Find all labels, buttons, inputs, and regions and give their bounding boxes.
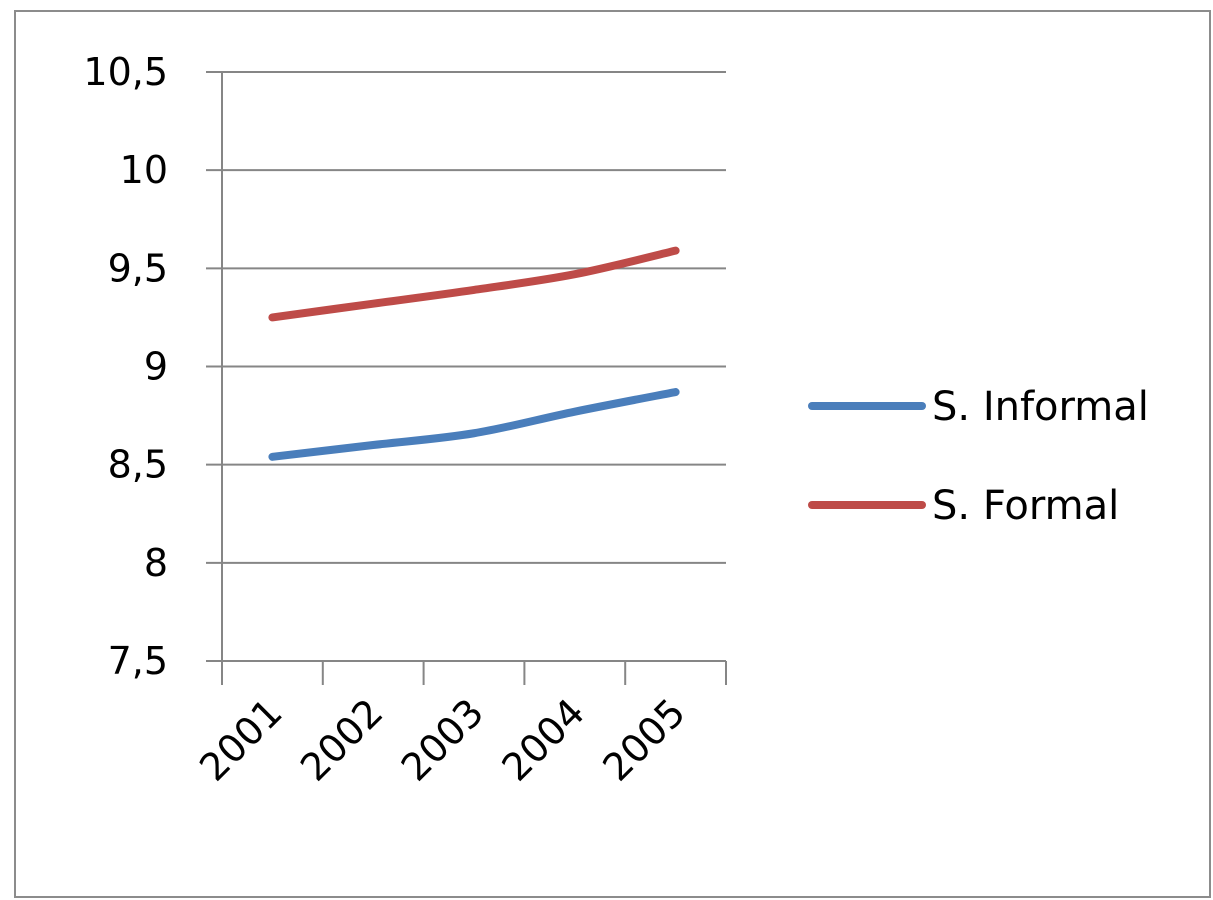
x-tick-label: 2003 bbox=[393, 690, 493, 790]
series-line-2 bbox=[268, 246, 680, 322]
x-tick-label: 2001 bbox=[191, 690, 291, 790]
x-tick-label: 2002 bbox=[292, 690, 392, 790]
legend-label-1: S. Informal bbox=[932, 384, 1149, 430]
y-tick-label: 10 bbox=[120, 148, 168, 192]
y-tick-label: 8,5 bbox=[108, 443, 168, 487]
y-tick-label: 9,5 bbox=[108, 246, 168, 290]
y-tick-label: 7,5 bbox=[108, 639, 168, 683]
y-tick-label: 10,5 bbox=[83, 50, 168, 94]
y-tick-label: 8 bbox=[144, 541, 168, 585]
legend-label-2: S. Formal bbox=[932, 483, 1119, 529]
x-tick-label: 2005 bbox=[594, 690, 694, 790]
chart-frame bbox=[14, 10, 1211, 898]
x-tick-label: 2004 bbox=[494, 690, 594, 790]
series-line-1 bbox=[268, 388, 680, 461]
y-tick-label: 9 bbox=[144, 345, 168, 389]
